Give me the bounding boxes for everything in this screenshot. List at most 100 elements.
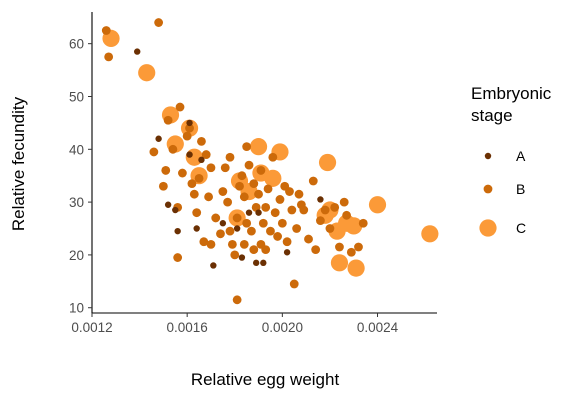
data-point-b-29	[225, 152, 235, 162]
y-tick-label-4: 50	[69, 89, 84, 104]
data-point-a-12	[238, 254, 246, 261]
data-point-a-13	[245, 209, 253, 216]
data-point-b-18	[197, 136, 206, 146]
data-point-a-0	[134, 48, 141, 55]
data-point-b-33	[232, 213, 242, 223]
data-point-b-20	[201, 150, 211, 159]
legend-label-b: B	[516, 181, 525, 197]
data-point-a-16	[260, 259, 267, 267]
data-point-b-5	[161, 166, 171, 175]
data-point-c-10	[249, 138, 268, 156]
data-point-b-60	[282, 237, 292, 247]
data-point-b-23	[206, 239, 216, 249]
data-point-b-27	[220, 163, 230, 173]
data-point-b-19	[199, 237, 209, 247]
y-tick-label-5: 60	[69, 37, 84, 52]
data-point-a-11	[233, 225, 241, 232]
y-tick-label-3: 40	[69, 142, 84, 157]
data-point-a-5	[186, 119, 193, 127]
data-point-b-70	[316, 216, 325, 225]
data-point-b-13	[185, 123, 194, 133]
data-point-b-73	[330, 202, 340, 212]
data-point-b-62	[287, 205, 297, 215]
data-point-b-35	[235, 181, 244, 191]
data-point-a-17	[283, 249, 291, 256]
data-point-b-71	[320, 205, 330, 215]
data-point-b-74	[335, 242, 344, 252]
x-tick-label-2: 0.0020	[262, 320, 303, 335]
legend-entries: A B C	[479, 148, 526, 237]
data-point-b-4	[158, 181, 168, 191]
data-point-b-46	[254, 189, 263, 199]
legend-key-c	[479, 219, 497, 237]
data-point-b-77	[354, 242, 363, 252]
data-point-b-80	[296, 200, 306, 210]
y-tick-label-2: 30	[69, 195, 84, 210]
data-point-b-79	[342, 210, 351, 220]
legend-label-c: C	[516, 220, 526, 236]
points-layer	[101, 18, 439, 305]
data-point-b-24	[211, 213, 221, 223]
data-point-a-14	[252, 259, 260, 267]
data-point-b-36	[237, 171, 247, 181]
data-point-c-12	[264, 169, 282, 187]
legend-title-line-2: stage	[471, 106, 513, 125]
data-point-b-72	[325, 224, 335, 233]
data-point-b-42	[247, 226, 256, 236]
data-point-b-26	[218, 187, 228, 196]
data-point-b-43	[249, 179, 259, 189]
data-point-c-1	[138, 64, 156, 82]
data-point-c-15	[318, 153, 337, 172]
data-point-b-69	[311, 245, 321, 255]
data-point-b-37	[239, 239, 249, 249]
data-point-a-3	[172, 206, 179, 214]
x-axis-title: Relative egg weight	[191, 370, 340, 389]
data-point-a-7	[193, 225, 200, 232]
data-point-c-20	[345, 217, 363, 235]
data-point-b-76	[346, 247, 356, 257]
data-point-b-1	[104, 52, 114, 62]
y-tick-label-0: 10	[69, 301, 84, 316]
data-point-a-1	[155, 135, 162, 142]
data-point-b-3	[149, 147, 159, 157]
data-point-b-31	[227, 239, 237, 249]
legend-label-a: A	[516, 148, 526, 164]
data-point-b-10	[173, 253, 183, 262]
data-point-b-50	[261, 202, 271, 212]
y-tick-label-1: 20	[69, 248, 84, 263]
data-point-b-61	[285, 187, 294, 196]
data-point-a-6	[186, 151, 193, 158]
data-point-c-21	[347, 259, 365, 277]
data-point-b-9	[175, 102, 185, 112]
data-point-b-75	[339, 197, 349, 207]
data-point-b-2	[154, 18, 164, 27]
data-point-b-54	[268, 152, 278, 162]
data-point-b-25	[216, 229, 225, 239]
data-point-b-38	[239, 192, 249, 202]
data-point-b-63	[289, 279, 299, 289]
y-axis-title: Relative fecundity	[9, 96, 28, 231]
legend-key-a	[484, 152, 492, 160]
data-point-b-15	[189, 189, 199, 199]
data-point-b-21	[204, 192, 213, 202]
x-tick-label-1: 0.0016	[167, 320, 208, 335]
data-point-a-18	[317, 196, 324, 203]
data-point-b-68	[308, 176, 318, 186]
data-point-a-15	[255, 209, 262, 216]
data-point-a-2	[164, 201, 172, 208]
data-point-b-0	[101, 26, 111, 35]
data-point-b-6	[163, 115, 173, 125]
data-point-b-12	[182, 131, 192, 141]
legend-title-line-1: Embryonic	[471, 84, 552, 103]
data-point-b-65	[294, 189, 304, 199]
data-point-b-52	[263, 184, 273, 194]
data-point-a-10	[219, 220, 227, 227]
data-point-a-9	[210, 262, 217, 269]
data-point-b-64	[292, 224, 302, 233]
data-point-b-30	[225, 226, 235, 236]
data-point-b-56	[273, 232, 282, 241]
data-point-b-67	[304, 234, 313, 244]
data-point-b-78	[358, 218, 368, 228]
data-point-b-40	[242, 218, 252, 228]
